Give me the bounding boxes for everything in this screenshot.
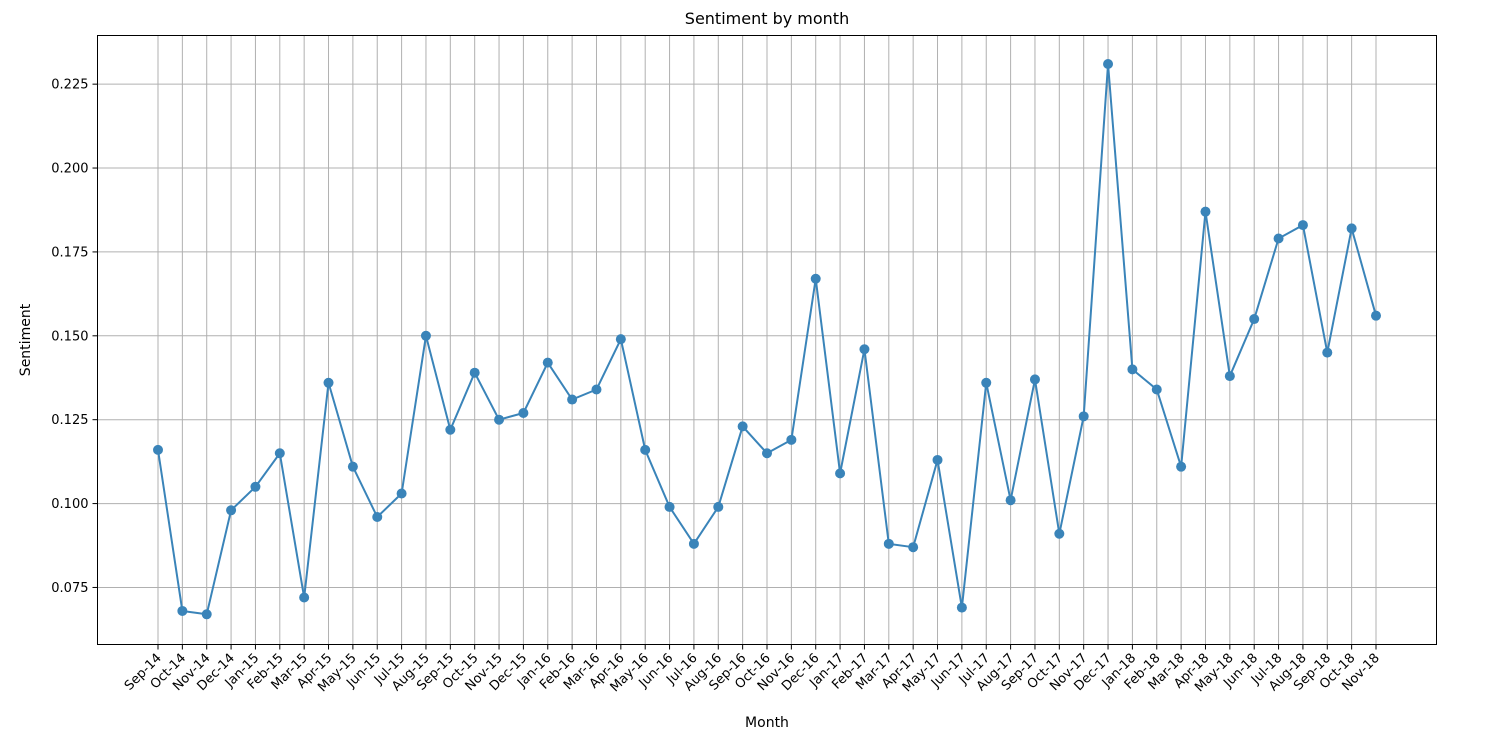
x-axis: Sep-14Oct-14Nov-14Dec-14Jan-15Feb-15Mar-… — [122, 644, 1383, 695]
data-point — [1249, 314, 1260, 325]
data-point — [981, 377, 992, 388]
data-point — [469, 367, 480, 378]
data-point — [1273, 233, 1284, 244]
data-point — [1371, 310, 1381, 321]
data-point — [591, 384, 602, 395]
data-points — [153, 59, 1381, 620]
data-point — [396, 488, 407, 499]
data-point — [1029, 374, 1040, 385]
data-point — [640, 444, 651, 455]
data-point — [323, 377, 334, 388]
data-point — [494, 414, 505, 425]
data-point — [762, 448, 772, 459]
data-point — [1054, 528, 1065, 539]
data-point — [908, 542, 919, 553]
data-point — [786, 434, 797, 445]
data-point — [615, 334, 626, 345]
data-point — [713, 501, 724, 512]
data-point — [372, 511, 383, 522]
y-axis: 0.075 0.100 0.125 0.150 0.175 0.200 0.225 — [51, 78, 98, 596]
data-point — [1127, 364, 1138, 375]
data-point — [835, 468, 846, 479]
x-axis-label: Month — [745, 715, 789, 731]
data-point — [1078, 411, 1089, 422]
data-point — [250, 481, 261, 492]
data-point — [1151, 384, 1162, 395]
data-point — [883, 538, 894, 549]
chart-title: Sentiment by month — [685, 9, 849, 28]
data-point — [347, 461, 358, 472]
grid-layer — [97, 35, 1437, 645]
data-point — [420, 330, 431, 341]
data-point — [1322, 347, 1333, 358]
data-point — [956, 602, 967, 613]
data-point — [859, 344, 870, 355]
data-point — [1176, 461, 1187, 472]
data-point — [226, 505, 237, 516]
data-point — [688, 538, 699, 549]
data-point — [518, 407, 529, 418]
data-point — [1103, 59, 1114, 70]
y-axis-label: Sentiment — [18, 303, 34, 376]
y-tick-label: 0.175 — [51, 245, 88, 260]
data-point — [664, 501, 675, 512]
y-tick-label: 0.100 — [51, 497, 88, 512]
y-tick-label: 0.200 — [51, 162, 88, 177]
data-point — [1005, 495, 1016, 506]
data-point — [153, 444, 163, 455]
y-tick-label: 0.075 — [51, 581, 88, 596]
data-point — [932, 454, 943, 465]
data-point — [177, 605, 188, 616]
data-point — [201, 609, 212, 620]
data-point — [299, 592, 310, 603]
data-point — [274, 448, 285, 459]
data-point — [1200, 206, 1211, 217]
y-tick-label: 0.125 — [51, 413, 88, 428]
data-point — [1297, 220, 1308, 231]
y-tick-label: 0.225 — [51, 78, 88, 93]
data-point — [1224, 371, 1235, 382]
data-point — [810, 273, 821, 284]
data-point — [445, 424, 456, 435]
data-point — [1346, 223, 1357, 234]
data-point — [567, 394, 578, 405]
plot-frame — [97, 35, 1437, 645]
y-tick-label: 0.150 — [51, 329, 88, 344]
data-point — [542, 357, 553, 368]
data-point — [737, 421, 748, 432]
